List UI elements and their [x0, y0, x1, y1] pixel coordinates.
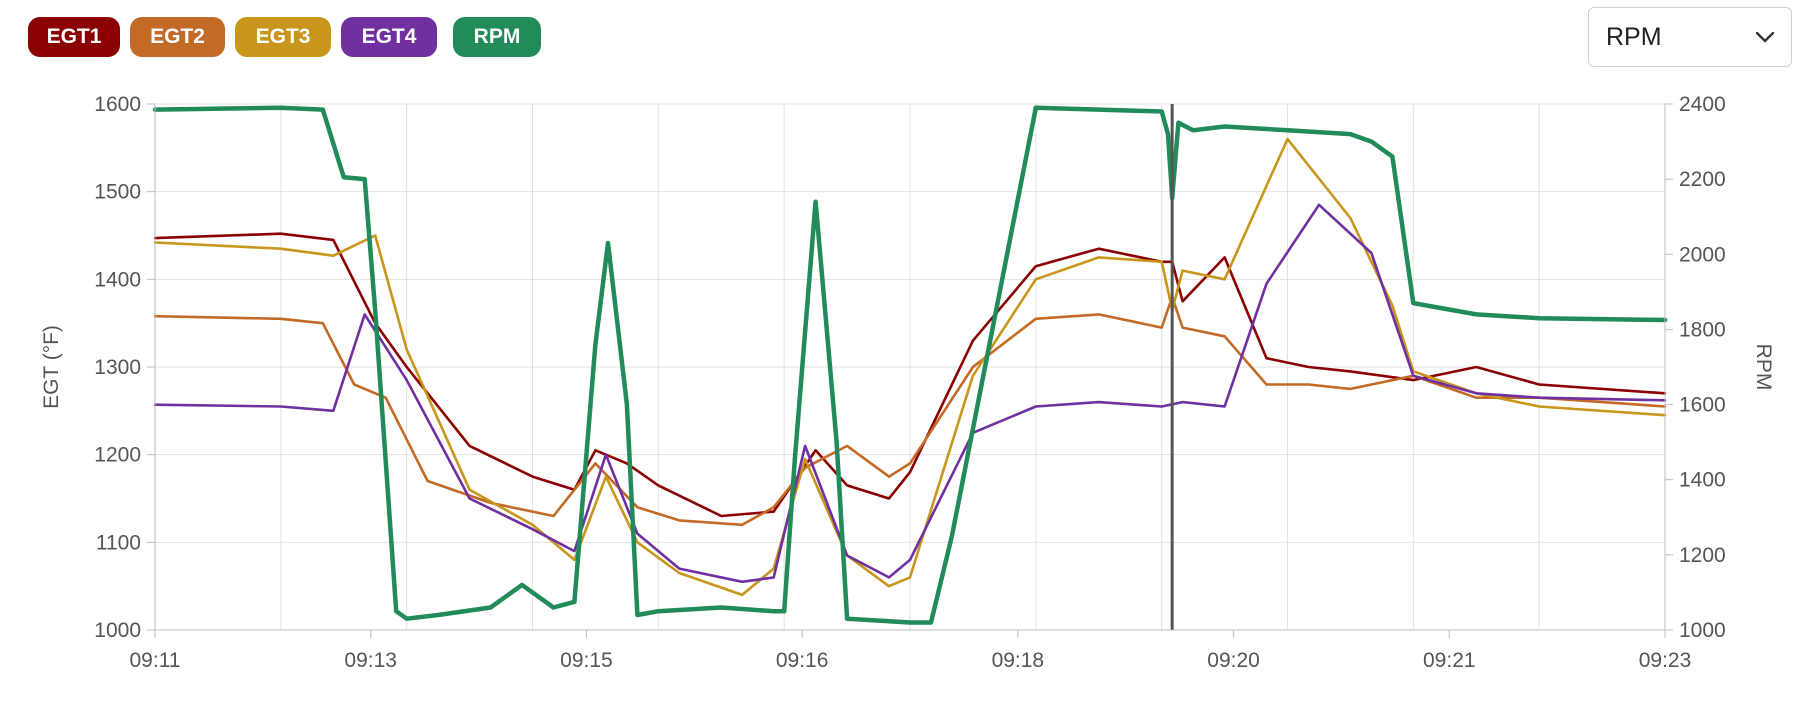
legend-chip-egt2[interactable]: EGT2	[130, 17, 225, 57]
y2-tick-label: 1600	[1679, 394, 1726, 417]
y-tick-label: 1600	[94, 93, 141, 116]
series-line-egt1	[153, 232, 1667, 518]
y-tick-label: 1200	[94, 444, 141, 467]
x-tick-label: 09:23	[1639, 649, 1692, 672]
y-tick-label: 1300	[94, 356, 141, 379]
y-tick-label: 1100	[96, 531, 141, 554]
y-tick-label: 1000	[94, 619, 141, 642]
x-tick-label: 09:15	[560, 649, 613, 672]
y-axis-title: EGT (°F)	[40, 325, 63, 409]
legend-chip-rpm[interactable]: RPM	[453, 17, 541, 57]
y2-tick-label: 1000	[1679, 619, 1726, 642]
series-line-egt3	[153, 137, 1667, 597]
y2-tick-label: 1200	[1679, 544, 1726, 567]
y-tick-label: 1400	[94, 268, 141, 291]
chart-grid	[154, 103, 1666, 631]
legend-chip-egt4[interactable]: EGT4	[341, 17, 437, 57]
y-tick-label: 1500	[94, 181, 141, 204]
legend-chip-egt3[interactable]: EGT3	[235, 17, 331, 57]
series-legend: EGT1 EGT2 EGT3 EGT4 RPM	[28, 17, 551, 57]
series-line-egt2	[153, 295, 1667, 527]
y2-tick-label: 2400	[1679, 93, 1726, 116]
y2-tick-label: 2200	[1679, 168, 1726, 191]
y2-tick-label: 1800	[1679, 318, 1726, 341]
right-axis-select-value: RPM	[1606, 22, 1662, 51]
x-tick-label: 09:11	[130, 649, 181, 672]
right-axis-select[interactable]: RPM	[1588, 7, 1792, 67]
chart-axes: 1000 1100 1200 1300 1400 1500 1600 1000 1200 1400…	[40, 93, 1775, 672]
x-tick-label: 09:18	[992, 649, 1045, 672]
series-line-egt4	[153, 203, 1667, 584]
y2-axis-title: RPM	[1752, 344, 1775, 391]
y2-tick-label: 2000	[1679, 243, 1726, 266]
x-tick-label: 09:16	[776, 649, 829, 672]
series-line-rpm	[152, 105, 1668, 625]
chevron-down-icon	[1755, 31, 1775, 43]
x-tick-label: 09:20	[1207, 649, 1260, 672]
y2-tick-label: 1400	[1679, 469, 1726, 492]
x-tick-label: 09:21	[1423, 649, 1476, 672]
x-tick-label: 09:13	[344, 649, 397, 672]
chart-series	[152, 104, 1668, 630]
legend-chip-egt1[interactable]: EGT1	[28, 17, 120, 57]
